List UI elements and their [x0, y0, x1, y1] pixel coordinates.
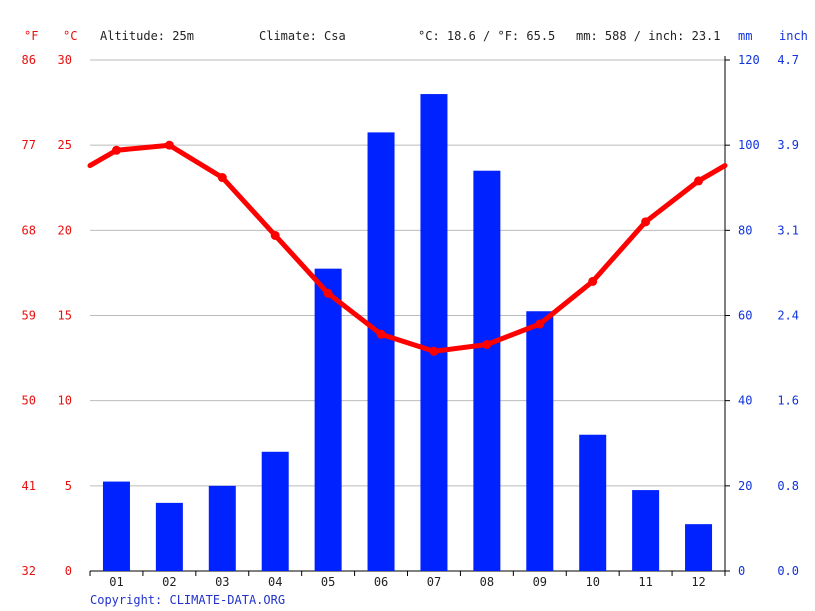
gridlines: [90, 59, 725, 487]
precipitation-bar: [314, 268, 342, 571]
x-tick-label: 04: [268, 575, 282, 589]
temperature-point: [694, 176, 704, 186]
y-tick-label-fahrenheit: 50: [22, 394, 36, 408]
temperature-point: [588, 276, 598, 286]
copyright-link[interactable]: Copyright: CLIMATE-DATA.ORG: [90, 593, 285, 607]
y-tick-label-inch: 0.0: [777, 564, 799, 578]
y-tick-label-fahrenheit: 77: [22, 138, 36, 152]
precipitation-bar: [579, 434, 607, 571]
x-tick-label: 12: [691, 575, 705, 589]
x-tick-label: 09: [533, 575, 547, 589]
y-tick-label-inch: 3.1: [777, 223, 799, 237]
y-tick-label-celsius: 20: [58, 223, 72, 237]
altitude-label: Altitude: 25m: [100, 29, 194, 43]
y-tick-label-celsius: 10: [58, 394, 72, 408]
y-tick-label-inch: 0.8: [777, 479, 799, 493]
x-tick-label: 08: [480, 575, 494, 589]
unit-mm-label: mm: [738, 29, 752, 43]
y-tick-label-mm: 20: [738, 479, 752, 493]
y-tick-label-celsius: 25: [58, 138, 72, 152]
temperature-line: [87, 140, 728, 356]
unit-celsius-label: °C: [63, 29, 77, 43]
temperature-point: [535, 319, 545, 329]
temperature-point: [641, 217, 651, 227]
precipitation-bar: [526, 311, 554, 571]
temperature-point: [323, 288, 333, 298]
x-tick-label: 01: [109, 575, 123, 589]
precipitation-bar: [102, 481, 130, 571]
y-tick-label-inch: 4.7: [777, 53, 799, 67]
y-tick-label-fahrenheit: 41: [22, 479, 36, 493]
precipitation-total-label: mm: 588 / inch: 23.1: [576, 29, 721, 43]
precipitation-bar: [155, 502, 183, 571]
y-tick-label-inch: 1.6: [777, 394, 799, 408]
tick-labels: 32 0 0 0.0 41 5 20 0.8 50 10 40 1.6 59 15 60 2.4 68 20 80 3…: [22, 53, 799, 589]
y-tick-label-fahrenheit: 32: [22, 564, 36, 578]
temperature-point: [164, 140, 174, 150]
y-tick-label-inch: 3.9: [777, 138, 799, 152]
temperature-point: [111, 145, 121, 155]
x-tick-label: 05: [321, 575, 335, 589]
y-tick-label-celsius: 5: [65, 479, 72, 493]
x-tick-label: 06: [374, 575, 388, 589]
x-tick-label: 11: [638, 575, 652, 589]
axes: [89, 56, 730, 576]
precipitation-bar: [473, 170, 501, 571]
y-tick-label-fahrenheit: 59: [22, 309, 36, 323]
x-tick-label: 02: [162, 575, 176, 589]
y-tick-label-mm: 80: [738, 223, 752, 237]
temperature-point: [482, 339, 492, 349]
precipitation-bars: [102, 94, 713, 572]
y-tick-label-mm: 100: [738, 138, 760, 152]
precipitation-bar: [685, 524, 713, 571]
average-temperature-label: °C: 18.6 / °F: 65.5: [418, 29, 555, 43]
y-tick-label-mm: 0: [738, 564, 745, 578]
y-tick-label-celsius: 0: [65, 564, 72, 578]
climate-label: Climate: Csa: [259, 29, 346, 43]
y-tick-label-inch: 2.4: [777, 309, 799, 323]
precipitation-bar: [632, 490, 660, 571]
unit-fahrenheit-label: °F: [24, 29, 38, 43]
x-tick-label: 07: [427, 575, 441, 589]
x-tick-label: 10: [585, 575, 599, 589]
y-tick-label-mm: 60: [738, 309, 752, 323]
temperature-point: [270, 230, 280, 240]
precipitation-bar: [208, 485, 236, 571]
temperature-point: [217, 173, 227, 183]
y-tick-label-celsius: 15: [58, 309, 72, 323]
temperature-point: [376, 329, 386, 339]
temperature-line-path: [87, 142, 728, 354]
unit-inch-label: inch: [779, 29, 808, 43]
y-tick-label-fahrenheit: 86: [22, 53, 36, 67]
y-tick-label-mm: 40: [738, 394, 752, 408]
precipitation-bar: [367, 132, 395, 571]
x-tick-label: 03: [215, 575, 229, 589]
y-tick-label-celsius: 30: [58, 53, 72, 67]
y-tick-label-fahrenheit: 68: [22, 223, 36, 237]
temperature-point: [429, 346, 439, 356]
y-tick-label-mm: 120: [738, 53, 760, 67]
precipitation-bar: [261, 451, 289, 571]
precipitation-bar: [420, 94, 448, 572]
